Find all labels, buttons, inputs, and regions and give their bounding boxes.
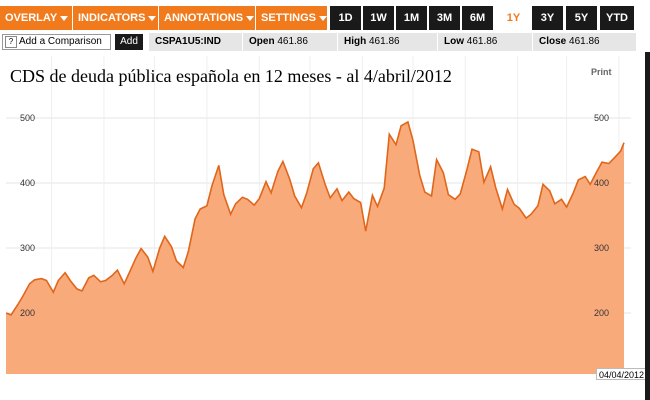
range-ytd-button[interactable]: YTD [600, 6, 634, 30]
y-tick-label-left: 300 [20, 243, 35, 253]
range-5y-button[interactable]: 5Y [566, 6, 597, 30]
y-tick-label-left: 200 [20, 308, 35, 318]
open-value: 461.86 [277, 36, 308, 47]
chevron-down-icon [148, 15, 157, 21]
chevron-down-icon [319, 15, 328, 21]
close-value: 461.86 [569, 36, 600, 47]
annotations-menu-button[interactable]: ANNOTATIONS [159, 6, 255, 30]
y-tick-label-right: 500 [594, 113, 609, 123]
x-axis-band [6, 374, 631, 379]
close-quote: Close 461.86 [533, 33, 636, 51]
y-tick-label-left: 400 [20, 178, 35, 188]
chart-title: CDS de deuda pública española en 12 mese… [10, 66, 452, 86]
chevron-down-icon [60, 15, 69, 21]
chevron-down-icon [246, 15, 255, 21]
open-quote: Open 461.86 [243, 33, 337, 51]
print-link[interactable]: Print [591, 67, 612, 77]
range-1w-button[interactable]: 1W [363, 6, 394, 30]
annotations-menu-label: ANNOTATIONS [164, 12, 244, 24]
cds-area-fill [6, 121, 624, 375]
range-1m-button[interactable]: 1M [396, 6, 427, 30]
chart-toolbar: OVERLAY INDICATORS ANNOTATIONS SETTINGS … [0, 6, 650, 30]
add-comparison-button[interactable]: Add [115, 34, 143, 50]
range-1y-button[interactable]: 1Y [498, 6, 529, 30]
indicators-menu-label: INDICATORS [78, 12, 146, 24]
overlay-menu-button[interactable]: OVERLAY [0, 6, 72, 30]
low-value: 461.86 [466, 36, 498, 47]
high-label: High [344, 36, 367, 47]
y-tick-label-right: 300 [594, 243, 609, 253]
quote-info-bar: ? Add a Comparison Add CSPA1U5:IND Open 4… [0, 32, 650, 52]
range-3y-button[interactable]: 3Y [532, 6, 563, 30]
y-tick-label-right: 200 [594, 308, 609, 318]
settings-menu-button[interactable]: SETTINGS [256, 6, 328, 30]
overlay-menu-label: OVERLAY [5, 12, 58, 24]
open-label: Open [249, 36, 275, 47]
chart-area: 200200300300400400500500MAYJUNJULAUGSEPO… [5, 56, 641, 391]
cds-area-chart: 200200300300400400500500MAYJUNJULAUGSEPO… [5, 56, 641, 391]
current-date-badge: 04/04/2012 [596, 368, 648, 380]
low-label: Low [444, 36, 464, 47]
window-edge [645, 52, 650, 400]
high-quote: High 461.86 [338, 33, 437, 51]
low-quote: Low 461.86 [438, 33, 532, 51]
settings-menu-label: SETTINGS [261, 12, 317, 24]
range-6m-button[interactable]: 6M [462, 6, 493, 30]
range-3m-button[interactable]: 3M [429, 6, 460, 30]
high-value: 461.86 [369, 36, 400, 47]
ticker-value: CSPA1U5:IND [155, 36, 221, 47]
range-1d-button[interactable]: 1D [330, 6, 361, 30]
close-label: Close [539, 36, 567, 47]
y-tick-label-right: 400 [594, 178, 609, 188]
indicators-menu-button[interactable]: INDICATORS [73, 6, 158, 30]
add-comparison-label: Add a Comparison [19, 36, 102, 47]
ticker-symbol: CSPA1U5:IND [149, 33, 242, 51]
y-tick-label-left: 500 [20, 113, 35, 123]
cds-series-line [5, 120, 625, 316]
add-comparison-input[interactable]: ? Add a Comparison [2, 34, 111, 50]
help-icon: ? [5, 36, 17, 48]
